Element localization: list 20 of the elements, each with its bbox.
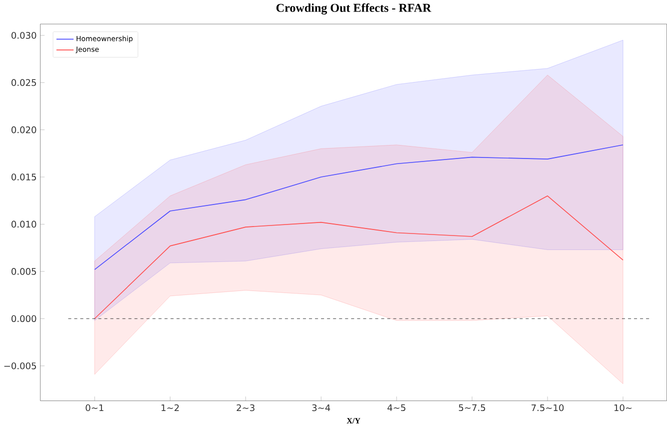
x-tick-label: 7.5~10 (532, 404, 564, 412)
x-tick-label: 10~ (614, 404, 632, 412)
x-tick-label: 4~5 (387, 404, 406, 412)
x-tick-label: 3~4 (312, 404, 330, 412)
x-axis-title: X/Y (346, 418, 360, 424)
y-tick-label: 0.005 (12, 268, 36, 275)
y-tick-label: 0.030 (12, 32, 36, 39)
x-tick-label: 2~3 (236, 404, 254, 412)
line-series (94, 144, 624, 270)
y-tick-label: 0.015 (12, 174, 36, 181)
y-tick-label: −0.005 (4, 362, 36, 370)
x-tick-label: 0~1 (86, 404, 104, 412)
y-tick-label: 0.020 (12, 126, 36, 134)
chart-title: Crowding Out Effects - RFAR (276, 3, 432, 15)
y-tick-label: 0.025 (12, 79, 36, 86)
x-tick-label: 1~2 (162, 404, 179, 412)
y-tick-label: 0.000 (12, 315, 36, 322)
line-series (94, 196, 624, 320)
y-tick-label: 0.010 (12, 220, 36, 228)
x-tick-label: 5~7.5 (458, 404, 486, 412)
